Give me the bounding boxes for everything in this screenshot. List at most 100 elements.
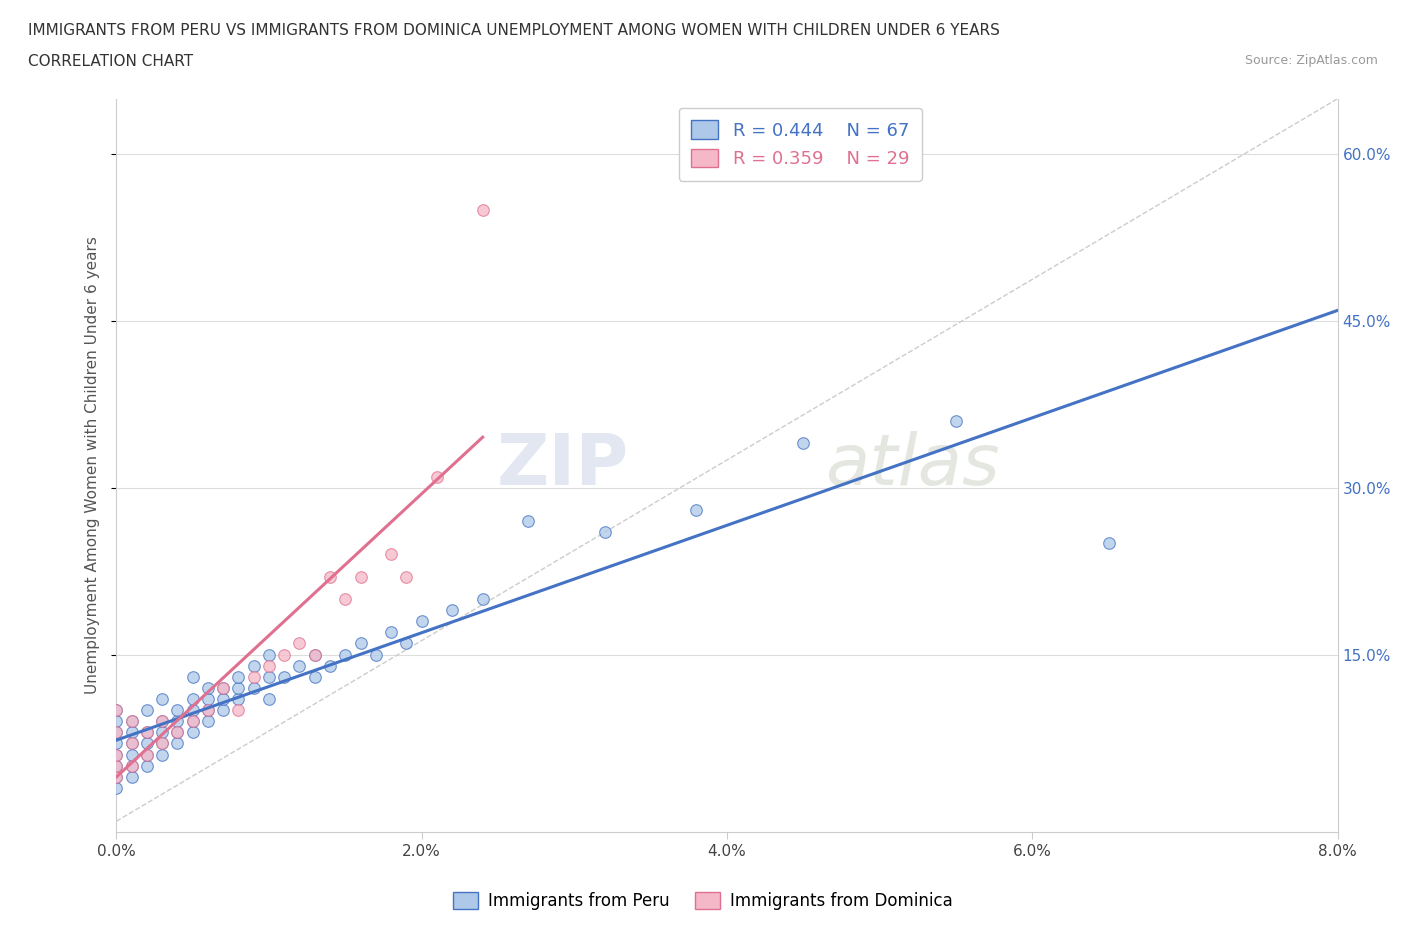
Point (685, 502, 707, 517)
Point (228, 681, 250, 696)
Point (395, 636, 418, 651)
Point (441, 603, 464, 618)
Point (121, 714, 143, 729)
Point (135, 747, 157, 762)
Point (181, 714, 204, 729)
Point (380, 547, 402, 562)
Point (319, 658, 342, 673)
Point (150, 736, 173, 751)
Point (135, 703, 157, 718)
Point (197, 703, 219, 718)
Point (395, 569, 418, 584)
Point (121, 724, 143, 739)
Point (166, 736, 188, 751)
Point (242, 658, 264, 673)
Point (121, 747, 143, 762)
Point (105, 724, 128, 739)
Point (150, 724, 173, 739)
Point (166, 724, 188, 739)
Point (1098, 536, 1121, 551)
Text: Source: ZipAtlas.com: Source: ZipAtlas.com (1244, 54, 1378, 67)
Point (135, 724, 157, 739)
Point (105, 703, 128, 718)
Legend: R = 0.444    N = 67, R = 0.359    N = 29: R = 0.444 N = 67, R = 0.359 N = 29 (679, 108, 922, 180)
Point (197, 681, 219, 696)
Point (166, 714, 188, 729)
Point (150, 714, 173, 729)
Point (257, 670, 280, 684)
Point (228, 692, 250, 707)
Point (593, 525, 616, 539)
Point (349, 569, 371, 584)
Point (181, 714, 204, 729)
Point (228, 703, 250, 718)
Point (945, 414, 967, 429)
Text: ZIP: ZIP (496, 431, 630, 500)
Point (304, 647, 326, 662)
Point (212, 703, 235, 718)
Point (166, 703, 188, 718)
Point (471, 203, 494, 218)
Point (380, 625, 402, 640)
Point (150, 736, 173, 751)
Point (121, 714, 143, 729)
Point (197, 692, 219, 707)
Point (150, 714, 173, 729)
Point (121, 736, 143, 751)
Point (135, 758, 157, 773)
Legend: Immigrants from Peru, Immigrants from Dominica: Immigrants from Peru, Immigrants from Do… (447, 885, 959, 917)
Point (181, 703, 204, 718)
Point (349, 636, 371, 651)
Point (197, 703, 219, 718)
Point (304, 647, 326, 662)
Point (181, 724, 204, 739)
Point (335, 591, 357, 606)
Point (197, 714, 219, 729)
Point (135, 747, 157, 762)
Point (411, 614, 433, 629)
Point (228, 670, 250, 684)
Point (364, 647, 387, 662)
Point (288, 636, 311, 651)
Point (273, 647, 295, 662)
Point (105, 747, 128, 762)
Point (150, 692, 173, 707)
Point (105, 769, 128, 784)
Point (517, 513, 540, 528)
Point (105, 780, 128, 795)
Point (181, 670, 204, 684)
Point (181, 692, 204, 707)
Point (135, 724, 157, 739)
Point (319, 569, 342, 584)
Point (105, 758, 128, 773)
Point (257, 658, 280, 673)
Point (166, 724, 188, 739)
Point (288, 658, 311, 673)
Point (257, 647, 280, 662)
Point (471, 591, 494, 606)
Point (273, 670, 295, 684)
Point (257, 692, 280, 707)
Point (426, 470, 449, 485)
Text: atlas: atlas (825, 431, 1000, 500)
Point (212, 681, 235, 696)
Point (121, 769, 143, 784)
Point (121, 758, 143, 773)
Point (150, 747, 173, 762)
Point (105, 703, 128, 718)
Point (105, 747, 128, 762)
Point (121, 736, 143, 751)
Text: CORRELATION CHART: CORRELATION CHART (28, 54, 193, 69)
Point (335, 647, 357, 662)
Point (105, 724, 128, 739)
Point (212, 692, 235, 707)
Point (242, 670, 264, 684)
Point (304, 670, 326, 684)
Point (105, 714, 128, 729)
Point (242, 681, 264, 696)
Point (121, 758, 143, 773)
Point (105, 736, 128, 751)
Point (135, 736, 157, 751)
Point (105, 758, 128, 773)
Text: IMMIGRANTS FROM PERU VS IMMIGRANTS FROM DOMINICA UNEMPLOYMENT AMONG WOMEN WITH C: IMMIGRANTS FROM PERU VS IMMIGRANTS FROM … (28, 23, 1000, 38)
